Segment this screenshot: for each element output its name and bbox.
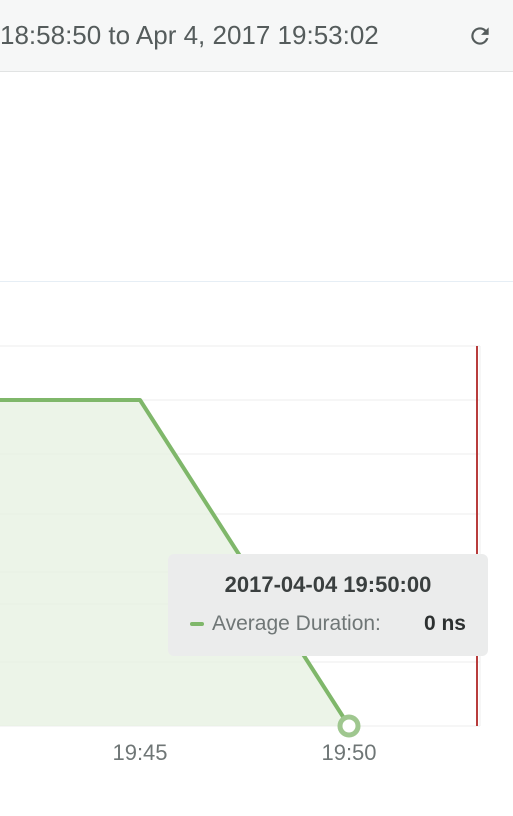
tooltip-series-value: 0 ns — [424, 612, 466, 636]
tooltip-series-swatch — [190, 622, 204, 626]
tooltip-series-label: Average Duration: — [212, 612, 404, 636]
chart-tooltip: 2017-04-04 19:50:00 Average Duration: 0 … — [168, 554, 488, 656]
x-axis-tick-label: 19:50 — [321, 740, 376, 766]
upper-blank-region — [0, 72, 513, 282]
tooltip-timestamp: 2017-04-04 19:50:00 — [190, 572, 466, 598]
refresh-icon[interactable] — [467, 23, 493, 49]
duration-chart: 2017-04-04 19:50:00 Average Duration: 0 … — [0, 282, 513, 816]
time-range-header: 18:58:50 to Apr 4, 2017 19:53:02 — [0, 0, 513, 72]
chart-canvas — [0, 282, 513, 816]
tooltip-series-row: Average Duration: 0 ns — [190, 612, 466, 636]
x-axis-tick-label: 19:45 — [112, 740, 167, 766]
time-range-text: 18:58:50 to Apr 4, 2017 19:53:02 — [0, 20, 379, 51]
